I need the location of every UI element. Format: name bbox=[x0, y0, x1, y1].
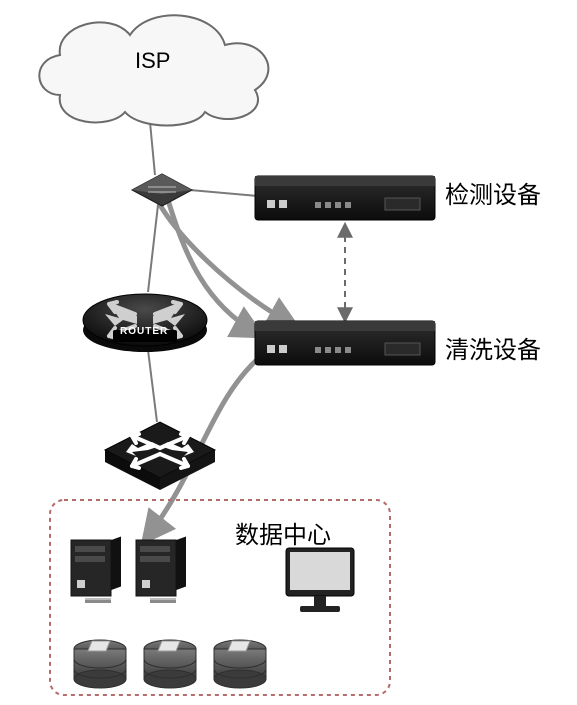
datacenter-label: 数据中心 bbox=[235, 515, 331, 550]
router-label: ROUTER bbox=[120, 326, 168, 337]
tap-icon bbox=[132, 174, 192, 206]
monitor-icon bbox=[286, 548, 354, 612]
edge-router-switch bbox=[148, 350, 157, 422]
db3-icon bbox=[214, 640, 266, 688]
server1-icon bbox=[71, 537, 121, 603]
switch-icon bbox=[105, 422, 215, 490]
router-icon bbox=[83, 294, 207, 352]
detect-label: 检测设备 bbox=[445, 175, 541, 210]
flows bbox=[145, 195, 295, 540]
clean-label: 清洗设备 bbox=[445, 330, 541, 365]
db2-icon bbox=[144, 640, 196, 688]
detect-device-icon bbox=[255, 176, 435, 220]
isp-label: ISP bbox=[135, 48, 170, 74]
edge-tap-detect bbox=[190, 190, 258, 196]
edges bbox=[148, 122, 345, 422]
server2-icon bbox=[136, 537, 186, 603]
edge-cloud-tap bbox=[150, 122, 155, 175]
edge-tap-router bbox=[148, 205, 158, 292]
clean-device-icon bbox=[255, 321, 435, 365]
db1-icon bbox=[74, 640, 126, 688]
